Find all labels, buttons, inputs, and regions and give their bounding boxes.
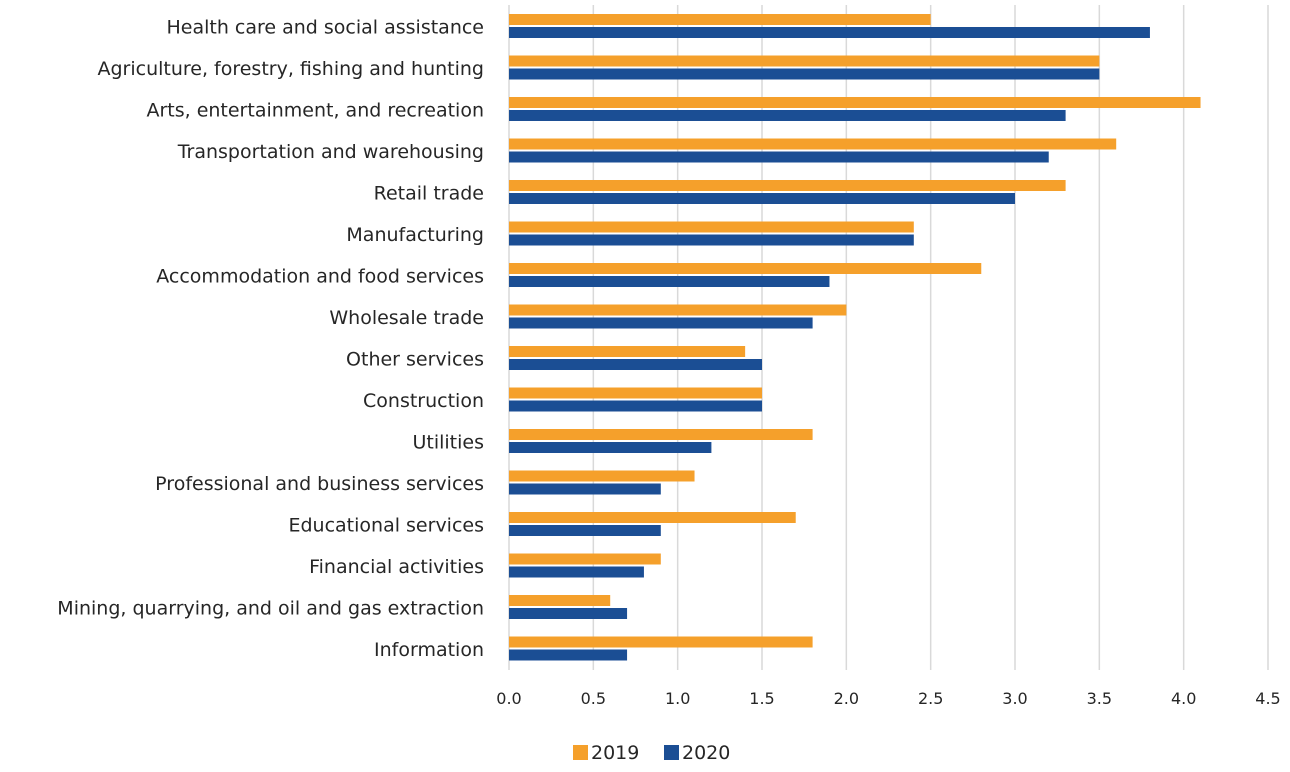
bar-2019-agriculture-forestry-fishing-and-hunting [509,55,1100,67]
bar-2019-arts-entertainment-and-recreation [509,97,1201,108]
bar-2019-transportation-and-warehousing [509,138,1117,150]
category-label: Educational services [288,515,484,537]
bar-2020-financial-activities [509,566,644,578]
category-label: Financial activities [309,556,484,578]
category-label: Mining, quarrying, and oil and gas extra… [57,598,484,620]
category-label: Accommodation and food services [156,266,484,288]
category-label: Health care and social assistance [166,17,484,39]
bar-2019-financial-activities [509,553,661,565]
bar-2019-utilities [509,429,813,440]
category-label: Information [374,639,484,661]
bar-2020-other-services [509,359,762,370]
bar-2020-retail-trade [509,193,1015,204]
bar-2019-accommodation-and-food-services [509,263,982,274]
category-labels: Health care and social assistance Agricul… [57,17,484,662]
bar-2020-wholesale-trade [509,317,813,329]
category-label: Professional and business services [155,473,484,495]
x-tick-label: 3.0 [1002,689,1027,708]
bar-2019-construction [509,387,762,399]
x-tick-label: 1.0 [665,689,690,708]
bar-2020-health-care-and-social-assistance [509,27,1150,38]
x-tick-label: 0.5 [581,689,606,708]
bar-2020-manufacturing [509,234,914,246]
bar-2020-mining-quarrying-and-oil-and-gas-extraction [509,608,628,619]
bar-2020-agriculture-forestry-fishing-and-hunting [509,68,1100,80]
bar-2020-arts-entertainment-and-recreation [509,110,1066,121]
bar-2020-information [509,649,628,661]
category-label: Retail trade [374,183,484,205]
category-label: Arts, entertainment, and recreation [146,100,484,122]
x-tick-label: 4.0 [1171,689,1196,708]
category-label: Wholesale trade [329,307,484,329]
bar-2019-professional-and-business-services [509,470,695,482]
category-label: Manufacturing [346,224,484,246]
x-tick-label: 3.5 [1087,689,1112,708]
legend-swatch-2020 [664,745,679,760]
bar-2020-accommodation-and-food-services [509,276,830,287]
bar-2019-other-services [509,346,746,357]
legend-swatch-2019 [573,745,588,760]
bar-2019-mining-quarrying-and-oil-and-gas-extraction [509,595,611,606]
bar-2020-educational-services [509,525,661,536]
bar-2019-health-care-and-social-assistance [509,14,931,25]
bar-2019-manufacturing [509,221,914,233]
x-axis-ticks: 0.0 0.5 1.0 1.5 2.0 2.5 3.0 3.5 4.0 4.5 [496,689,1280,708]
category-label: Transportation and warehousing [177,141,484,163]
bar-2020-transportation-and-warehousing [509,151,1049,163]
bars [509,14,1201,661]
x-tick-label: 0.0 [496,689,521,708]
x-tick-label: 4.5 [1255,689,1280,708]
bar-2020-construction [509,400,762,412]
bar-2019-information [509,636,813,648]
bar-2019-educational-services [509,512,796,523]
bar-2019-retail-trade [509,180,1066,191]
bar-2020-utilities [509,442,712,453]
x-tick-label: 2.5 [918,689,943,708]
category-label: Agriculture, forestry, fishing and hunti… [97,58,484,80]
category-label: Utilities [412,432,484,454]
bar-2020-professional-and-business-services [509,483,661,495]
bar-2019-wholesale-trade [509,304,847,316]
legend: 2019 2020 [573,742,730,764]
category-label: Construction [363,390,484,412]
legend-label-2019: 2019 [591,742,639,764]
category-label: Other services [346,349,484,371]
legend-label-2020: 2020 [682,742,730,764]
x-tick-label: 1.5 [749,689,774,708]
x-tick-label: 2.0 [834,689,859,708]
